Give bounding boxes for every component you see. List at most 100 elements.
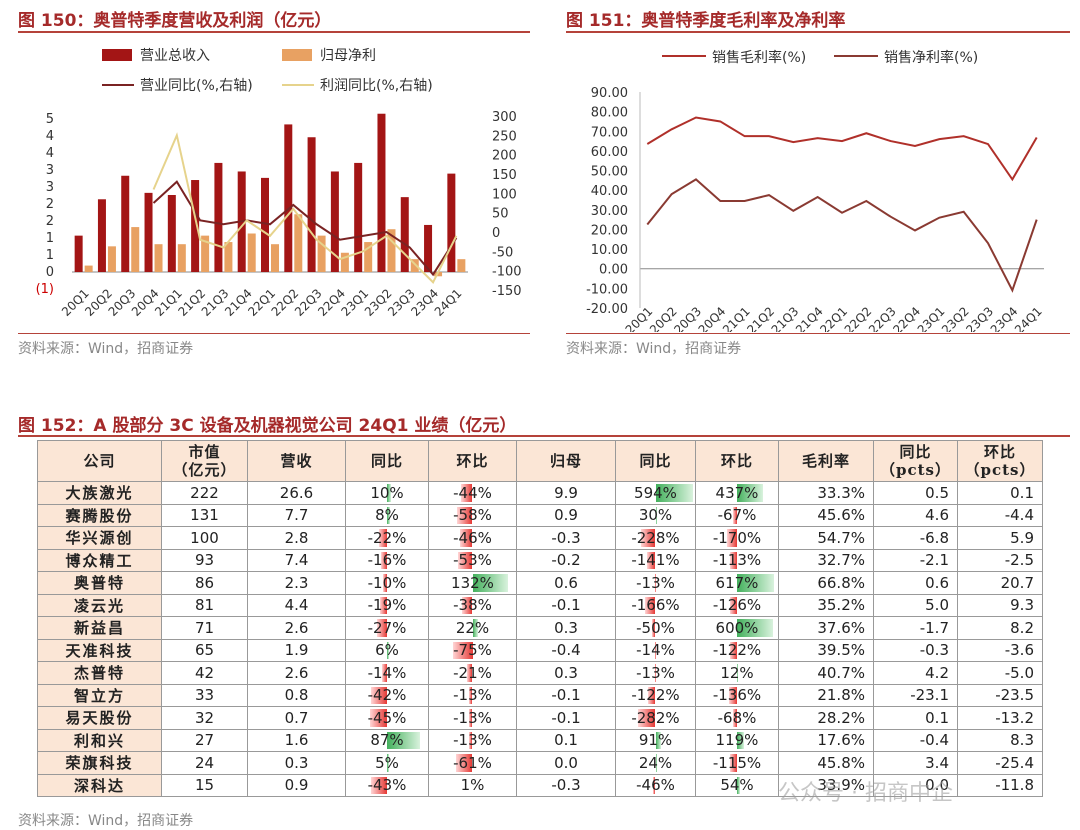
table-cell-c: 大族激光 [37,481,162,505]
revgrowth-line [152,180,458,277]
negative-data-bar [456,754,473,772]
positive-data-bar [472,574,508,592]
table-cell-np: -0.3 [516,526,616,550]
positive-data-bar [655,506,658,524]
table-cell-value: 437% [715,483,759,502]
table-header-line: 环比 [720,452,753,470]
y-left-tick: 1 [46,248,54,263]
table-cell-value: 5% [375,753,399,772]
fig150-title: 图 150：奥普特季度营收及利润（亿元） [18,11,332,31]
y-tick-label: 80.00 [591,106,628,121]
negative-data-bar [730,551,737,569]
table-cell-gq: 5.9 [957,526,1043,550]
gross-margin-line [646,116,1038,182]
table-cell-rev: 2.3 [247,571,346,595]
table-cell-value: -45% [367,708,407,727]
table-cell-mv: 93 [161,548,248,572]
table-cell-value: -44% [453,483,492,502]
table-cell-ry: 6% [345,638,429,662]
table-cell-nq: 600% [695,616,779,640]
table-cell-value: -10% [367,573,407,592]
table-cell-value: -68% [717,708,757,727]
table-cell-mv: 131 [161,503,248,527]
table-cell-rev: 0.3 [247,751,346,775]
table-cell-mv: 15 [161,773,248,797]
table-cell-nq: -68% [695,706,779,730]
positive-data-bar [387,641,390,659]
table-cell-value: -16% [367,551,407,570]
table-cell-nq: -115% [695,751,779,775]
y-left-tick: 3 [46,180,54,195]
table-cell-gq: 8.3 [957,728,1043,752]
positive-data-bar [655,731,662,749]
y-left-tick: 0 [46,265,54,280]
x-tick-label: 24Q1 [1012,304,1045,332]
table-row: 荣旗科技 24 0.3 5% -61% 0.0 24% -115% 45.8% 3.4 -25.4 [37,751,1043,775]
y-right-tick: 0 [492,226,500,241]
table-cell-mv: 71 [161,616,248,640]
table-cell-gq: -11.8 [957,773,1043,797]
table-cell-value: -14% [636,641,675,660]
negative-data-bar [469,709,473,727]
legend-net-label: 销售净利率(%) [884,49,978,66]
profit-bar [107,246,116,272]
revenue-bar [400,197,409,272]
table-cell-gm: 33.9% [778,773,874,797]
table-cell-mv: 24 [161,751,248,775]
table-cell-gm: 28.2% [778,706,874,730]
table-cell-np: 0.9 [516,503,616,527]
table-cell-value: -170% [712,528,762,547]
fig150-bottom-rule [18,333,530,334]
profit-bar [131,227,140,272]
table-row: 博众精工 93 7.4 -16% -53% -0.2 -141% -113% 32.7% -2.1… [37,548,1043,572]
table-cell-c: 易天股份 [37,706,162,730]
legend-profit-swatch [282,49,312,61]
table-cell-gm: 21.8% [778,683,874,707]
table-header-cell: 环比 [695,440,779,482]
table-cell-value: 54% [720,776,754,795]
table-cell-gm: 33.3% [778,481,874,505]
table-cell-gy: -2.1 [873,548,958,572]
negative-data-bar [469,731,473,749]
legend-revenue-swatch [102,49,132,61]
table-cell-mv: 81 [161,593,248,617]
table-cell-value: 22% [455,618,490,637]
table-cell-nq: 54% [695,773,779,797]
table-cell-value: -43% [367,776,407,795]
y-tick-label: -10.00 [586,282,628,297]
revenue-bar [261,177,269,272]
y-left-tick: 4 [46,146,54,161]
fig151-chart: 销售毛利率(%) 销售净利率(%) 90.00 80.00 70.00 60.00 50.0… [586,49,1045,332]
y-right-tick: 300 [492,110,517,125]
table-cell-rev: 0.9 [247,773,346,797]
table-cell-rev: 26.6 [247,481,346,505]
y-tick-label: -20.00 [586,302,628,317]
y-left-tick: 4 [46,129,54,144]
profit-bar [410,259,419,272]
fig152-source: 资料来源：Wind，招商证券 [18,813,194,829]
table-cell-gm: 35.2% [778,593,874,617]
table-header-cell: 市值 （亿元） [161,440,248,482]
table-cell-nq: 119% [695,728,779,752]
table-cell-value: -13% [453,708,492,727]
table-cell-nq: 617% [695,571,779,595]
table-cell-rq: -44% [428,481,517,505]
y-tick-label: 50.00 [591,165,628,180]
table-cell-nq: -122% [695,638,779,662]
table-cell-value: -42% [367,686,407,705]
table-cell-gy: 0.6 [873,571,958,595]
table-row: 奥普特 86 2.3 -10% 132% 0.6 -13% 617% 66.8% 0.6 20.7 [37,571,1043,595]
table-row: 华兴源创 100 2.8 -22% -46% -0.3 -228% -170% 54.7% -6.… [37,526,1043,550]
table-cell-ry: -27% [345,616,429,640]
profit-bar [317,235,326,272]
table-cell-ry: -45% [345,706,429,730]
y-tick-label: 20.00 [591,223,628,238]
table-header-line: （pcts） [880,461,951,479]
table-cell-value: -122% [631,686,680,705]
table-cell-rev: 4.4 [247,593,346,617]
table-header-line: 同比 [639,452,672,470]
profit-bar [84,265,93,272]
table-cell-gq: -5.0 [957,661,1043,685]
table-cell-gq: 8.2 [957,616,1043,640]
table-cell-nq: -170% [695,526,779,550]
